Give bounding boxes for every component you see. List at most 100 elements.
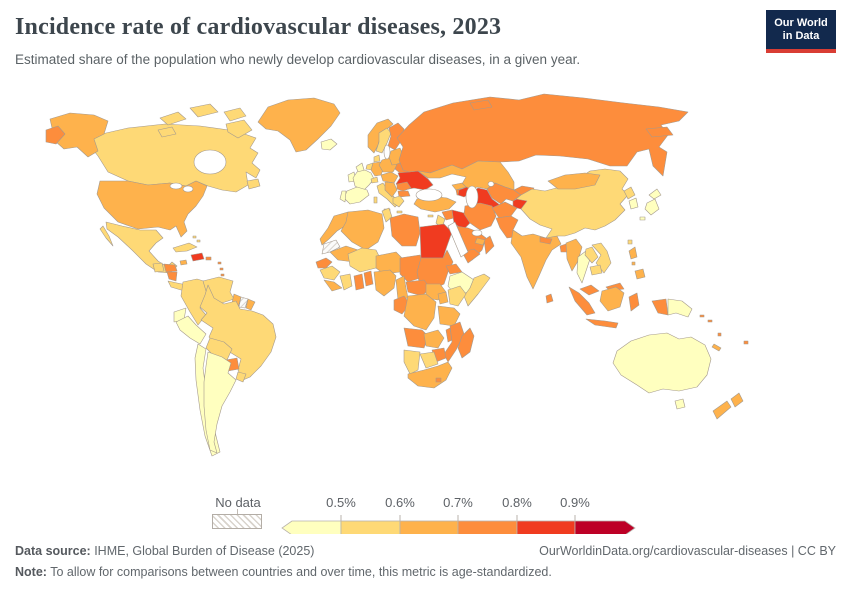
region-java[interactable] <box>585 318 619 329</box>
region-cyprus[interactable] <box>427 214 434 218</box>
region-oman[interactable] <box>483 235 495 255</box>
region-persian-gulf <box>471 229 483 237</box>
owid-logo[interactable]: Our World in Data <box>766 10 836 53</box>
region-guatemala[interactable] <box>152 262 165 273</box>
region-nigeria[interactable] <box>373 269 397 297</box>
legend-bin-3[interactable] <box>457 520 518 534</box>
region-madagascar[interactable] <box>457 327 475 359</box>
region-french-guiana[interactable] <box>245 298 256 311</box>
region-algeria[interactable] <box>340 209 385 251</box>
region-cambodia[interactable] <box>589 264 603 276</box>
note-label: Note: <box>15 565 47 579</box>
region-france[interactable] <box>352 169 375 192</box>
region-portugal[interactable] <box>339 190 347 203</box>
region-denmark[interactable] <box>373 154 381 163</box>
region-iceland[interactable] <box>320 138 338 151</box>
region-puerto-rico[interactable] <box>205 256 212 261</box>
region-honduras[interactable] <box>163 263 178 273</box>
region-kenya[interactable] <box>447 285 467 307</box>
region-sri-lanka[interactable] <box>545 293 554 304</box>
region-togo-benin[interactable] <box>363 270 374 287</box>
region-cuba[interactable] <box>172 242 198 253</box>
region-jamaica[interactable] <box>179 259 188 266</box>
region-india[interactable] <box>510 229 562 290</box>
region-uruguay[interactable] <box>235 371 247 383</box>
region-papua-new-guinea[interactable] <box>667 298 693 318</box>
region-south-korea[interactable] <box>628 197 639 210</box>
region-vietnam[interactable] <box>591 242 612 274</box>
region-bulgaria[interactable] <box>397 190 411 198</box>
region-iran[interactable] <box>463 202 497 231</box>
region-hudson-bay <box>193 149 227 175</box>
region-finland[interactable] <box>387 122 405 151</box>
region-nepal[interactable] <box>539 236 553 245</box>
region-new-zealand[interactable] <box>712 392 744 420</box>
legend-bin-0[interactable] <box>281 520 342 534</box>
region-new-caledonia[interactable] <box>711 343 722 352</box>
region-hispaniola[interactable] <box>190 252 205 262</box>
region-mongolia[interactable] <box>547 172 601 190</box>
region-cameroon[interactable] <box>395 275 409 301</box>
legend-bin-1[interactable] <box>340 520 401 534</box>
region-brazil[interactable] <box>199 284 277 381</box>
region-zambia[interactable] <box>423 329 445 349</box>
region-nicaragua[interactable] <box>166 271 178 282</box>
region-ghana[interactable] <box>353 273 365 291</box>
region-australia[interactable] <box>612 332 712 394</box>
legend-bin-2[interactable] <box>399 520 459 534</box>
region-somalia[interactable] <box>463 273 491 307</box>
region-russia-chukotka[interactable] <box>45 125 66 145</box>
region-west-papua[interactable] <box>651 298 669 316</box>
region-argentina[interactable] <box>203 351 237 454</box>
region-greece[interactable] <box>392 195 405 214</box>
region-senegal[interactable] <box>315 257 333 269</box>
legend-bin-4[interactable] <box>516 520 576 534</box>
owid-url-link[interactable]: OurWorldinData.org/cardiovascular-diseas… <box>539 544 836 558</box>
region-iraq[interactable] <box>451 209 471 231</box>
region-north-korea[interactable] <box>623 186 636 200</box>
region-tunisia[interactable] <box>381 207 393 223</box>
region-spain[interactable] <box>343 186 370 205</box>
region-sulawesi[interactable] <box>628 292 640 312</box>
region-russia[interactable] <box>396 93 689 177</box>
region-mozambique[interactable] <box>443 321 465 363</box>
legend-tick-label-0.9: 0.9% <box>560 495 590 510</box>
region-japan[interactable] <box>639 188 662 221</box>
region-sumatra[interactable] <box>568 286 596 316</box>
region-laos[interactable] <box>584 246 599 264</box>
legend-no-data-swatch[interactable] <box>212 514 262 529</box>
region-tasmania[interactable] <box>674 398 686 410</box>
region-greenland[interactable] <box>257 97 341 153</box>
legend-bin-5[interactable] <box>574 520 636 534</box>
region-alaska[interactable] <box>49 112 109 158</box>
region-peru[interactable] <box>175 315 207 345</box>
region-philippines[interactable] <box>628 246 646 280</box>
region-libya[interactable] <box>389 213 421 247</box>
region-sudan[interactable] <box>416 249 454 291</box>
region-bahamas[interactable] <box>192 235 201 243</box>
region-canada-arctic-islands[interactable] <box>157 103 253 139</box>
region-sierra-leone-liberia[interactable] <box>323 279 343 292</box>
region-uae[interactable] <box>474 237 486 246</box>
region-romania[interactable] <box>396 181 412 192</box>
region-kalimantan[interactable] <box>599 286 625 312</box>
region-western-sahara[interactable] <box>321 239 341 255</box>
region-russia-arctic-isles[interactable] <box>469 99 674 138</box>
region-cote-divoire[interactable] <box>339 273 353 291</box>
region-newfoundland[interactable] <box>246 178 261 190</box>
region-taiwan[interactable] <box>627 239 633 245</box>
region-guinea[interactable] <box>319 265 341 281</box>
region-suriname[interactable] <box>238 296 249 309</box>
region-georgia[interactable] <box>451 182 467 191</box>
region-drc[interactable] <box>403 293 437 331</box>
region-pacific-islands[interactable] <box>699 314 749 345</box>
region-afghanistan[interactable] <box>491 201 518 219</box>
region-uganda[interactable] <box>437 291 449 305</box>
region-switzerland[interactable] <box>370 176 379 184</box>
region-central-europe[interactable] <box>380 171 399 184</box>
region-namibia[interactable] <box>403 349 421 375</box>
region-tanzania[interactable] <box>437 305 461 327</box>
region-botswana[interactable] <box>419 351 439 369</box>
region-balkans[interactable] <box>384 181 398 198</box>
region-lesotho[interactable] <box>435 377 442 383</box>
